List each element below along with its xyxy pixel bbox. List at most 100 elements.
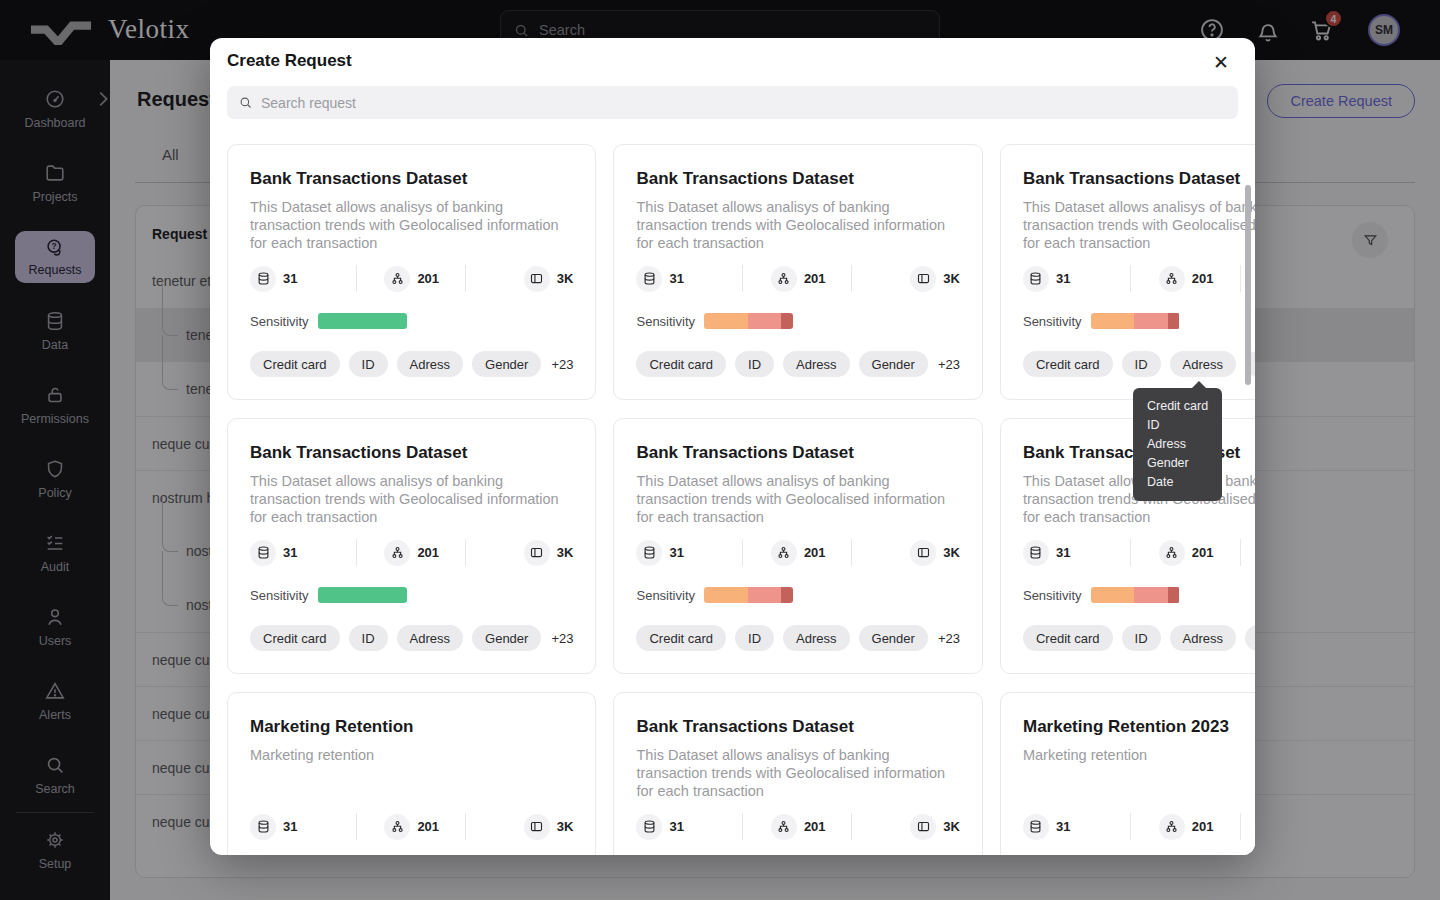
dataset-description: Marketing retention <box>1023 746 1255 800</box>
dataset-description: This Dataset allows analisys of banking … <box>250 198 573 252</box>
stat-datasets: 31 <box>1023 539 1131 566</box>
tooltip-item: Gender <box>1147 454 1208 473</box>
close-icon[interactable]: ✕ <box>1205 46 1237 78</box>
dataset-card[interactable]: Bank Transactions DatasetThis Dataset al… <box>613 144 982 400</box>
dataset-stats: 312013K <box>636 539 959 566</box>
modal-search-input[interactable] <box>261 95 1227 111</box>
tag-pill: Credit card <box>250 625 340 651</box>
tag-pill: Credit card <box>636 351 726 377</box>
tag-pill: ID <box>1122 351 1161 377</box>
table-icon <box>524 540 550 566</box>
stat-table: 3K <box>468 265 574 292</box>
table-icon <box>910 814 936 840</box>
table-icon <box>910 266 936 292</box>
table-icon <box>910 540 936 566</box>
tag-pill: Gender <box>1245 625 1255 651</box>
sensitivity-row: Sensitivity <box>1023 313 1255 329</box>
sensitivity-row: Sensitivity <box>250 313 573 329</box>
dataset-title: Marketing Retention <box>250 717 573 737</box>
modal-title: Create Request <box>227 51 352 71</box>
dataset-card[interactable]: Bank Transactions DatasetThis Dataset al… <box>613 692 982 855</box>
stat-nodes: 201 <box>359 539 466 566</box>
more-tags-badge[interactable]: +23 <box>938 631 960 646</box>
datasets-icon <box>1023 540 1049 566</box>
stat-table: 3K <box>1243 813 1255 840</box>
stat-value: 31 <box>283 271 297 286</box>
nodes-icon <box>771 266 797 292</box>
dataset-title: Bank Transactions Dataset <box>1023 169 1255 189</box>
more-tags-badge[interactable]: +23 <box>938 357 960 372</box>
dataset-cards-grid: Bank Transactions Dataset This Dataset al… <box>227 144 1238 855</box>
sensitivity-segment <box>704 313 748 329</box>
stat-nodes: 201 <box>1133 265 1241 292</box>
nodes-icon <box>384 266 410 292</box>
dataset-stats: 31 201 3K <box>636 265 959 292</box>
stat-value: 3K <box>557 819 574 834</box>
stat-table: 3K <box>468 539 574 566</box>
tooltip-item: Adress <box>1147 435 1208 454</box>
stat-table: 3K <box>854 265 960 292</box>
nodes-icon <box>384 814 410 840</box>
stat-value: 3K <box>943 271 960 286</box>
nodes-icon <box>771 814 797 840</box>
dataset-title: Bank Transactions Dataset <box>250 169 573 189</box>
stat-nodes: 201 <box>745 265 852 292</box>
stat-value: 31 <box>283 819 297 834</box>
tags-row: Credit cardIDAdressGender+1 <box>1023 351 1255 377</box>
nodes-icon <box>771 540 797 566</box>
tags-row: Credit cardIDAdressGender+23 <box>636 625 959 651</box>
dataset-card[interactable]: Bank Transactions DatasetThis Dataset al… <box>613 418 982 674</box>
stat-datasets: 31 <box>1023 813 1131 840</box>
dataset-card[interactable]: Bank Transactions Dataset This Dataset al… <box>227 144 596 400</box>
sensitivity-segment <box>1134 313 1168 329</box>
dataset-description: This Dataset allows analisys of banking … <box>636 746 959 800</box>
nodes-icon <box>384 540 410 566</box>
stat-nodes: 201 <box>1133 813 1241 840</box>
stat-table: 3K <box>854 539 960 566</box>
stat-value: 201 <box>804 271 826 286</box>
sensitivity-row: Sensitivity <box>636 313 959 329</box>
tag-pill: ID <box>349 351 388 377</box>
more-tags-badge[interactable]: +23 <box>551 357 573 372</box>
sensitivity-label: Sensitivity <box>1023 314 1082 329</box>
tag-pill: ID <box>349 625 388 651</box>
tag-pill: Credit card <box>1023 351 1113 377</box>
sensitivity-label: Sensitivity <box>250 314 309 329</box>
tag-pill: ID <box>735 625 774 651</box>
stat-value: 201 <box>417 271 439 286</box>
dataset-title: Bank Transactions Dataset <box>250 443 573 463</box>
stat-value: 31 <box>669 271 683 286</box>
sensitivity-segment <box>1091 313 1135 329</box>
dataset-title: Bank Transactions Dataset <box>636 443 959 463</box>
table-icon <box>524 266 550 292</box>
modal-scrollbar[interactable] <box>1245 185 1251 385</box>
dataset-card[interactable]: Bank Transactions DatasetThis Dataset al… <box>1000 144 1255 400</box>
modal-search[interactable] <box>227 86 1238 119</box>
tag-pill: Gender <box>472 351 541 377</box>
dataset-stats: 312013K <box>636 813 959 840</box>
dataset-stats: 312013K <box>1023 813 1255 840</box>
stat-value: 201 <box>417 819 439 834</box>
stat-datasets: 31 <box>250 265 357 292</box>
sensitivity-bar <box>1091 587 1180 603</box>
stat-value: 3K <box>943 545 960 560</box>
stat-datasets: 31 <box>250 539 357 566</box>
tag-pill: Gender <box>472 625 541 651</box>
stat-value: 31 <box>669 819 683 834</box>
dataset-stats: 312013K <box>1023 539 1255 566</box>
dataset-stats: 31 201 3K <box>250 265 573 292</box>
stat-table: 3K <box>468 813 574 840</box>
dataset-title: Bank Transactions Dataset <box>636 169 959 189</box>
sensitivity-bar <box>318 313 407 329</box>
dataset-card[interactable]: Marketing RetentionMarketing retention31… <box>227 692 596 855</box>
stat-value: 31 <box>1056 545 1070 560</box>
sensitivity-segment <box>781 587 793 603</box>
tag-pill: Adress <box>1170 351 1236 377</box>
sensitivity-bar <box>1091 313 1180 329</box>
dataset-card[interactable]: Marketing Retention 2023Marketing retent… <box>1000 692 1255 855</box>
tag-pill: Gender <box>859 625 928 651</box>
sensitivity-segment <box>318 313 407 329</box>
dataset-card[interactable]: Bank Transactions DatasetThis Dataset al… <box>227 418 596 674</box>
more-tags-badge[interactable]: +23 <box>551 631 573 646</box>
nodes-icon <box>1159 266 1185 292</box>
